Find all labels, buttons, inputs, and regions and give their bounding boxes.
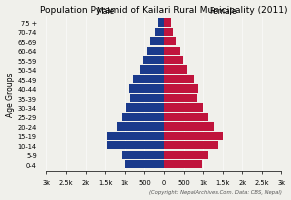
Bar <box>123 151 164 159</box>
Bar <box>133 76 164 84</box>
Text: Female: Female <box>209 7 237 16</box>
Bar <box>129 85 164 93</box>
Bar <box>158 19 164 27</box>
Text: (Copyright: NepalArchives.Com. Data: CBS, Nepal): (Copyright: NepalArchives.Com. Data: CBS… <box>149 190 281 195</box>
Bar <box>143 57 164 65</box>
Bar <box>164 104 203 112</box>
Bar <box>123 113 164 122</box>
Bar <box>164 132 223 140</box>
Bar <box>164 76 194 84</box>
Bar <box>164 94 197 103</box>
Bar <box>155 28 164 37</box>
Bar <box>147 47 164 56</box>
Bar <box>164 141 218 150</box>
Bar <box>116 123 164 131</box>
Bar <box>164 57 183 65</box>
Bar <box>125 160 164 169</box>
Bar <box>150 38 164 46</box>
Bar <box>107 141 164 150</box>
Bar <box>164 123 214 131</box>
Bar <box>164 38 176 46</box>
Bar <box>164 160 202 169</box>
Bar <box>164 113 208 122</box>
Bar <box>164 66 187 74</box>
Title: Population Pyramid of Kailari Rural Municipality (2011): Population Pyramid of Kailari Rural Muni… <box>40 6 288 14</box>
Bar <box>164 47 180 56</box>
Bar <box>107 132 164 140</box>
Bar <box>164 19 171 27</box>
Bar <box>164 85 198 93</box>
Bar <box>130 94 164 103</box>
Bar <box>164 151 208 159</box>
Y-axis label: Age Groups: Age Groups <box>6 72 15 116</box>
Bar <box>164 28 173 37</box>
Bar <box>126 104 164 112</box>
Bar <box>140 66 164 74</box>
Text: Male: Male <box>96 7 114 16</box>
